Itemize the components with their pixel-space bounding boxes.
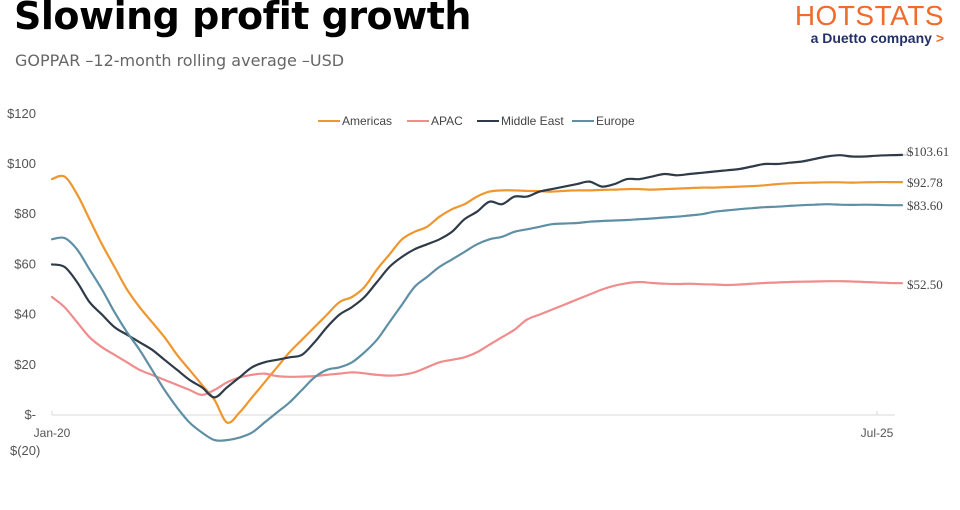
- hotstats-logo: HOTSTATS a Duetto company >: [794, 0, 944, 47]
- y-tick-label: $40: [14, 307, 36, 322]
- end-label-europe: $83.60: [907, 198, 943, 213]
- x-tick-label: Jan-20: [34, 426, 71, 440]
- legend-label-europe: Europe: [596, 114, 635, 128]
- legend-label-apac: APAC: [431, 114, 463, 128]
- y-tick-label: $(20): [10, 443, 40, 458]
- page-title: Slowing profit growth: [14, 0, 472, 38]
- x-axis: Jan-20 Jul-25: [34, 411, 895, 440]
- end-label-middle-east: $103.61: [907, 144, 949, 159]
- y-tick-label: $60: [14, 256, 36, 271]
- legend: Americas APAC Middle East Europe: [318, 114, 635, 128]
- series-group: [50, 153, 904, 442]
- legend-label-americas: Americas: [342, 114, 392, 128]
- legend-label-middle-east: Middle East: [501, 114, 564, 128]
- y-tick-label: $120: [7, 106, 36, 121]
- end-labels: $92.78 $52.50 $103.61 $83.60: [903, 144, 949, 292]
- y-tick-label: $20: [14, 357, 36, 372]
- series-line-americas: [50, 174, 904, 424]
- chevron-right-icon: >: [935, 30, 944, 46]
- series-line-europe: [50, 203, 904, 442]
- logo-brand: HOTSTATS: [794, 0, 944, 31]
- y-tick-label: $-: [24, 407, 36, 422]
- y-axis: $120 $100 $80 $60 $40 $20 $- $(20): [7, 106, 40, 458]
- logo-tagline-text: a Duetto company: [810, 30, 932, 46]
- y-tick-label: $100: [7, 156, 36, 171]
- x-tick-label: Jul-25: [861, 426, 894, 440]
- series-line-middle-east: [50, 153, 904, 399]
- logo-tagline: a Duetto company >: [795, 30, 944, 46]
- page-subtitle: GOPPAR –12-month rolling average –USD: [15, 51, 345, 70]
- y-tick-label: $80: [14, 206, 36, 221]
- end-label-leader: [903, 151, 911, 156]
- end-label-apac: $52.50: [907, 277, 943, 292]
- end-label-americas: $92.78: [907, 175, 943, 190]
- series-line-apac: [50, 280, 904, 396]
